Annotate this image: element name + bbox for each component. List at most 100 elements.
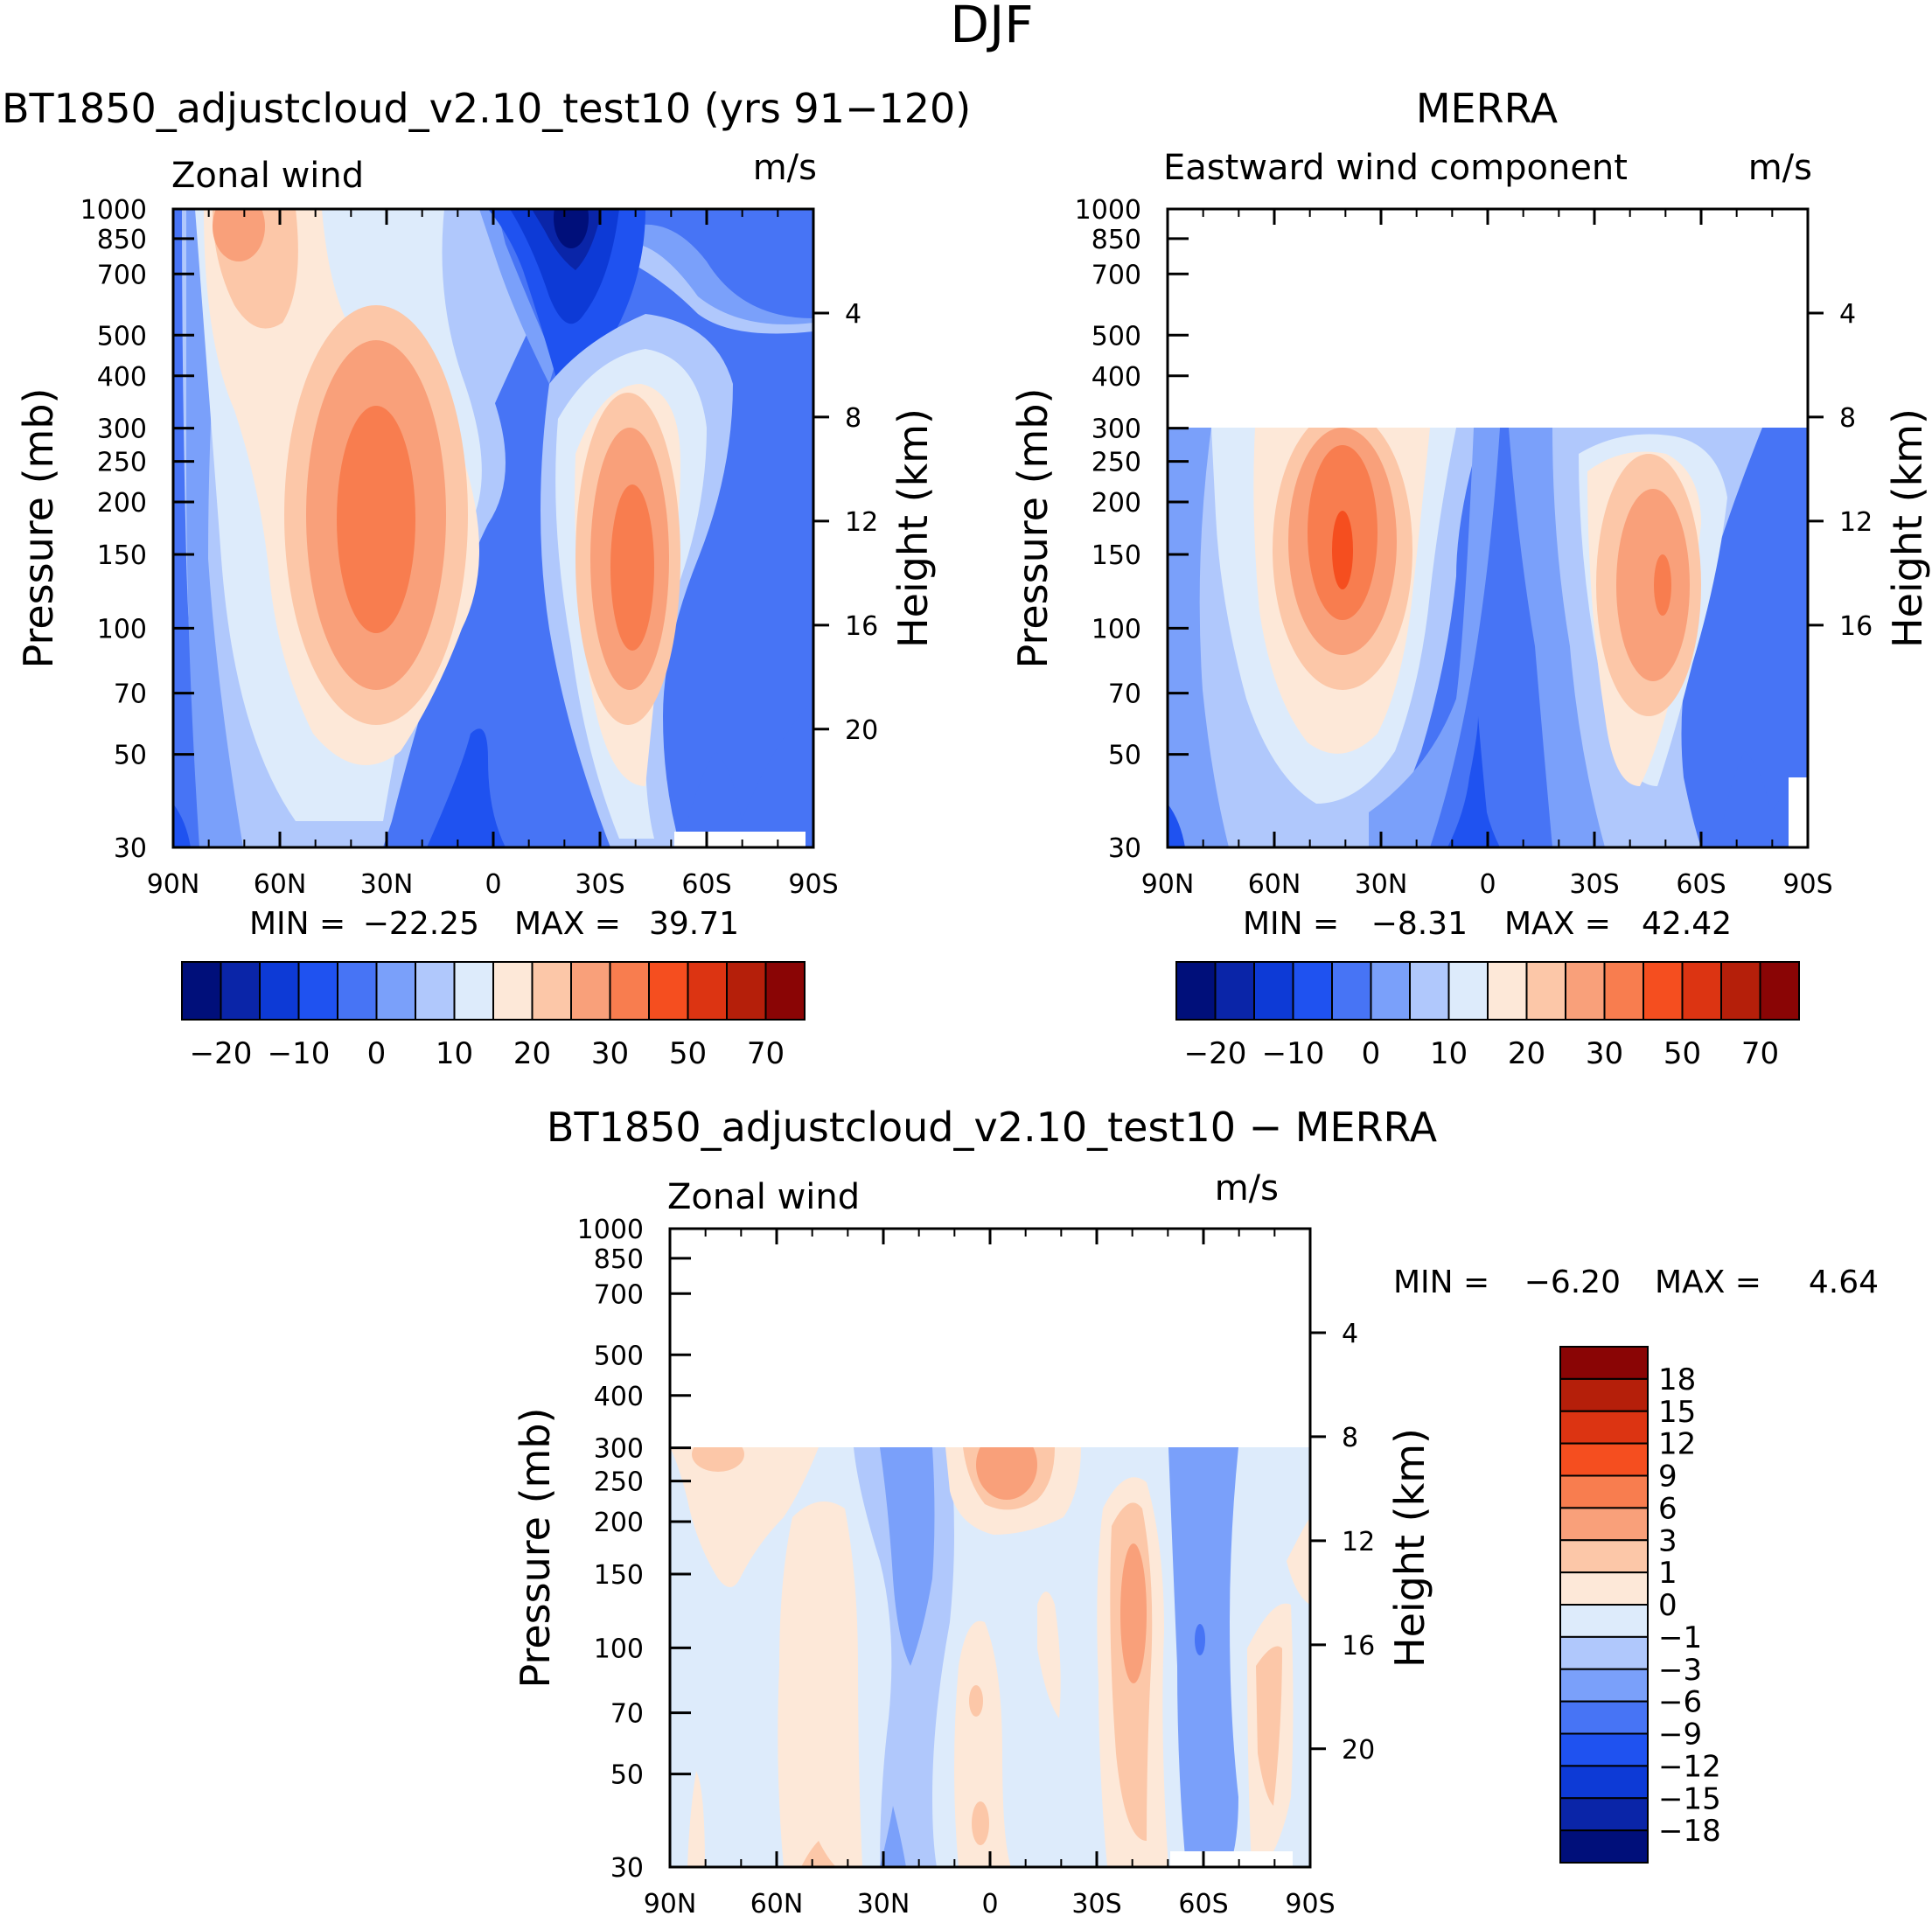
colorbar-swatch	[375, 961, 416, 1021]
x-tick-label: 60S	[1178, 1889, 1228, 1920]
contour-band	[1037, 1592, 1061, 1718]
stats-min: −8.31	[1371, 906, 1468, 942]
stats-min-label: MIN =	[1243, 906, 1339, 942]
height-tick-label: 16	[1342, 1631, 1375, 1662]
colorbar-label: −15	[1658, 1781, 1721, 1816]
y-tick-label: 50	[114, 741, 147, 771]
y-tick-label: 30	[1108, 833, 1141, 864]
colorbar-swatch	[1559, 1765, 1649, 1800]
contour-band	[554, 209, 589, 248]
panel-model-plot: 90N 60N 30N 0 30S 60S 90S 30 50 70 100 150 200 250300…	[80, 195, 879, 900]
colorbar-swatch	[220, 961, 261, 1021]
y-tick-label: 1000	[577, 1215, 644, 1245]
y-tick-label: 70	[114, 679, 147, 710]
panel-merra-title: MERRA	[1416, 85, 1559, 132]
colorbar-label: −1	[1658, 1620, 1702, 1655]
y-tick-label: 850	[594, 1244, 644, 1275]
colorbar-swatch	[687, 961, 728, 1021]
panel-diff-ylabel: Pressure (mb)	[512, 1408, 559, 1689]
panel-model-stats: MIN = −22.25 MAX = 39.71	[249, 906, 739, 942]
contour-band	[1120, 1543, 1147, 1683]
colorbar-swatch	[1559, 1377, 1649, 1412]
colorbar-swatch	[492, 961, 534, 1021]
x-tick-label: 60N	[750, 1889, 804, 1920]
contour-band	[880, 1447, 935, 1666]
y-tick-label: 250	[1092, 448, 1141, 478]
colorbar-swatch	[1759, 961, 1800, 1021]
stats-min: −6.20	[1524, 1265, 1621, 1300]
y-tick-label: 400	[594, 1382, 644, 1412]
colorbar-swatch	[1559, 1668, 1649, 1703]
y-tick-label: 150	[97, 540, 147, 571]
y-tick-label: 100	[97, 614, 147, 644]
height-tick-label: 20	[845, 715, 878, 746]
contour-band	[1509, 428, 1605, 847]
colorbar-swatch	[1214, 961, 1255, 1021]
contour-band	[680, 699, 813, 847]
contour-band	[337, 406, 415, 633]
stats-max-label: MAX =	[1504, 906, 1611, 942]
panel-merra-axes: 90N 60N 30N 0 30S 60S 90S 30 50 70 100 150 200 250300…	[1075, 195, 1873, 900]
colorbar-label: −3	[1658, 1653, 1702, 1688]
colorbar-label: 6	[1658, 1491, 1677, 1526]
contour-band	[610, 484, 654, 651]
x-tick-label: 30N	[360, 869, 414, 900]
colorbar-label: 70	[1741, 1036, 1779, 1071]
colorbar-swatch	[1559, 1346, 1649, 1380]
contour-band	[213, 209, 265, 261]
panel-merra-ylabel: Pressure (mb)	[1009, 388, 1057, 669]
colorbar-swatch	[726, 961, 767, 1021]
contour-band	[1168, 804, 1185, 847]
height-tick-label: 16	[1839, 611, 1873, 642]
colorbar-label: −10	[268, 1036, 331, 1071]
stats-min: −22.25	[363, 906, 479, 942]
panel-diff-plot: 90N 60N 30N 0 30S 60S 90S 30 50 70 100 150 200 250300…	[577, 1215, 1376, 1920]
x-tick-label: 90S	[1285, 1889, 1335, 1920]
colorbar-label: −18	[1658, 1814, 1721, 1849]
panel-model-ylabel-right: Height (km)	[889, 408, 937, 648]
contour-band	[670, 1447, 819, 1587]
x-tick-label: 0	[485, 869, 501, 900]
colorbar-swatch	[1175, 961, 1217, 1021]
y-tick-label: 500	[97, 321, 147, 352]
y-tick-label: 400	[97, 362, 147, 393]
x-tick-label: 90S	[788, 869, 838, 900]
stats-min-label: MIN =	[1393, 1265, 1489, 1300]
colorbar-label: −10	[1262, 1036, 1325, 1071]
contour-band	[1287, 1517, 1310, 1605]
y-tick-label: 70	[610, 1699, 644, 1730]
panel-model-subtitle: Zonal wind	[171, 156, 364, 196]
contour-band	[801, 1841, 836, 1867]
y-tick-label: 400	[1092, 362, 1141, 393]
panel-model-axes: 90N 60N 30N 0 30S 60S 90S 30 50 70 100 150 200 250300…	[80, 195, 879, 900]
colorbar-swatch	[415, 961, 456, 1021]
contour-band	[1256, 1646, 1282, 1806]
colorbar-swatch	[648, 961, 689, 1021]
panel-merra-units: m/s	[1748, 148, 1812, 188]
colorbar-swatch	[1559, 1829, 1649, 1864]
colorbar-label: 12	[1658, 1427, 1696, 1462]
colorbar-swatch	[1565, 961, 1606, 1021]
x-tick-label: 90N	[1141, 869, 1195, 900]
colorbar-label: −20	[1184, 1036, 1247, 1071]
x-tick-label: 0	[981, 1889, 998, 1920]
panel-diff: BT1850_adjustcloud_v2.10_test10 − MERRA …	[512, 1104, 1879, 1920]
x-tick-label: 90N	[644, 1889, 697, 1920]
contour-band	[1719, 751, 1808, 847]
height-tick-label: 8	[1839, 403, 1856, 434]
panel-model-colorbar: −20 −10 0 10 20 30 50 70	[181, 961, 806, 1071]
y-tick-label: 850	[97, 225, 147, 255]
colorbar-swatch	[1559, 1571, 1649, 1606]
height-tick-label: 4	[1342, 1319, 1358, 1349]
x-tick-label: 90S	[1782, 869, 1832, 900]
x-tick-label: 30N	[1355, 869, 1408, 900]
panel-diff-subtitle: Zonal wind	[667, 1177, 860, 1217]
panel-merra-ylabel-right: Height (km)	[1884, 408, 1931, 648]
colorbar-label: 0	[367, 1036, 387, 1071]
contour-band	[674, 832, 806, 847]
contour-band	[1369, 428, 1500, 847]
panel-model-ylabel: Pressure (mb)	[15, 388, 62, 669]
panel-diff-axes: 90N 60N 30N 0 30S 60S 90S 30 50 70 100 150 200 250300…	[577, 1215, 1376, 1920]
y-tick-label: 70	[1108, 679, 1141, 710]
